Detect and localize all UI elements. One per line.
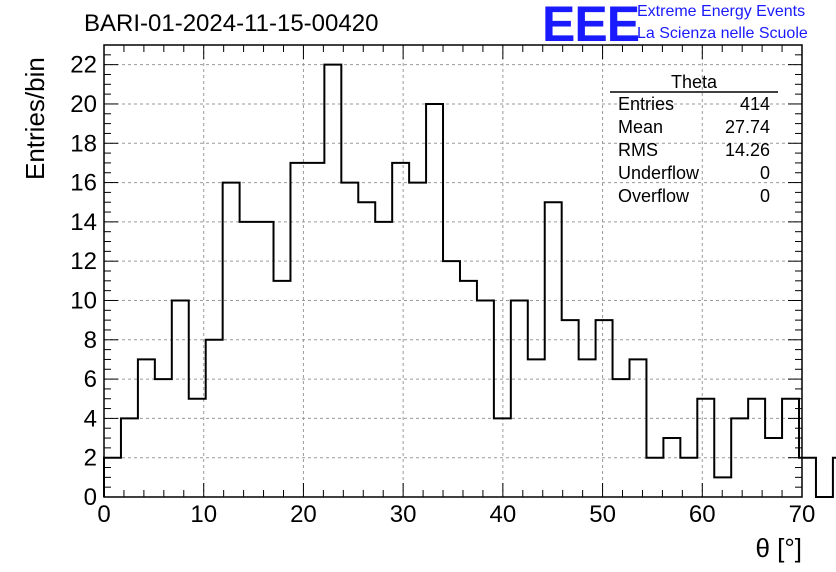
histogram-bin	[307, 163, 324, 497]
stats-label: Overflow	[618, 186, 690, 206]
histogram-bin	[562, 320, 579, 497]
stats-value: 414	[740, 94, 770, 114]
histogram-bin	[663, 438, 680, 497]
stats-value: 0	[760, 163, 770, 183]
stats-value: 14.26	[725, 140, 770, 160]
histogram-bin	[240, 222, 257, 497]
y-tick-label: 2	[84, 445, 97, 472]
histogram-bin	[545, 202, 562, 497]
histogram-bin	[392, 163, 409, 497]
y-tick-label: 4	[84, 405, 97, 432]
x-tick-label: 30	[390, 501, 417, 528]
x-tick-label: 70	[789, 501, 816, 528]
histogram-bin	[155, 379, 172, 497]
histogram-bin	[765, 438, 782, 497]
y-tick-label: 10	[70, 287, 97, 314]
eee-logo: EEE	[542, 0, 640, 52]
histogram-bin	[358, 202, 375, 497]
histogram-bin	[731, 418, 748, 497]
histogram-bin	[138, 359, 155, 497]
histogram-bin	[680, 458, 697, 497]
x-tick-label: 40	[490, 501, 517, 528]
x-tick-label: 20	[290, 501, 317, 528]
stats-label: RMS	[618, 140, 658, 160]
y-tick-label: 0	[84, 484, 97, 511]
y-tick-label: 6	[84, 366, 97, 393]
histogram-bin	[290, 163, 307, 497]
y-tick-label: 18	[70, 130, 97, 157]
plot-frame	[103, 44, 803, 498]
stats-label: Mean	[618, 117, 663, 137]
histogram-bin	[629, 359, 646, 497]
histogram-bin	[274, 281, 291, 497]
histogram-bin	[528, 359, 545, 497]
histogram-bin	[172, 300, 189, 497]
histogram-series	[103, 63, 836, 498]
histogram-bin	[324, 65, 341, 497]
chart-title: BARI-01-2024-11-15-00420	[84, 10, 379, 37]
histogram-bin	[511, 300, 528, 497]
histogram-bin	[613, 379, 630, 497]
histogram-bin	[341, 183, 358, 497]
x-tick-label: 10	[190, 501, 217, 528]
histogram-bin	[189, 399, 206, 497]
y-tick-label: 20	[70, 91, 97, 118]
y-tick-label: 12	[70, 248, 97, 275]
y-tick-label: 14	[70, 209, 97, 236]
y-tick-label: 22	[70, 52, 97, 79]
y-tick-label: 8	[84, 327, 97, 354]
histogram-bin	[477, 300, 494, 497]
histogram-bin	[646, 458, 663, 497]
y-axis-label: Entries/bin	[20, 57, 50, 180]
histogram-bin	[596, 320, 613, 497]
histogram-bin	[748, 399, 765, 497]
x-tick-label: 50	[589, 501, 616, 528]
stats-label: Underflow	[618, 163, 700, 183]
logo-line-1: Extreme Energy Events	[637, 3, 806, 20]
histogram-bin	[460, 281, 477, 497]
stats-title: Theta	[671, 72, 718, 92]
x-tick-label: 60	[689, 501, 716, 528]
stats-value: 0	[760, 186, 770, 206]
histogram-bin	[375, 222, 392, 497]
logo-line-2: La Scienza nelle Scuole	[637, 25, 808, 42]
stats-label: Entries	[618, 94, 674, 114]
histogram-bin	[443, 261, 460, 497]
x-tick-label: 0	[97, 501, 110, 528]
histogram-bin	[579, 359, 596, 497]
y-tick-label: 16	[70, 170, 97, 197]
histogram-bin	[697, 399, 714, 497]
histogram-bin	[257, 222, 274, 497]
stats-value: 27.74	[725, 117, 770, 137]
x-axis-label: θ [°]	[755, 533, 802, 563]
